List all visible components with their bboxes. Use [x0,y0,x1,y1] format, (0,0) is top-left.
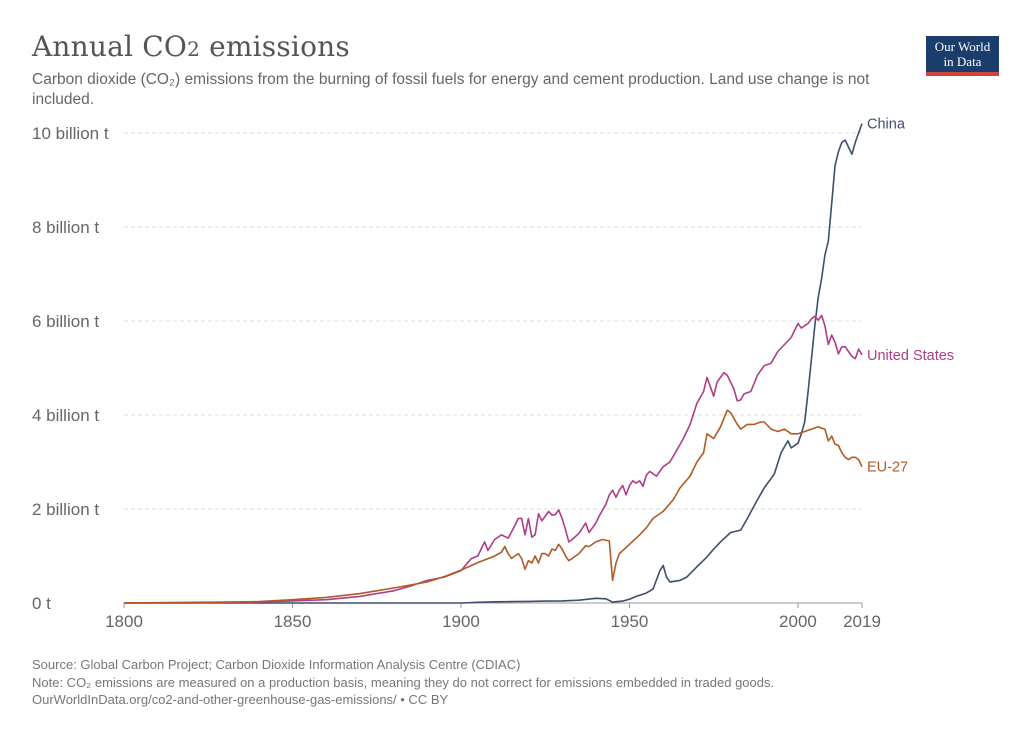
source-note: Source: Global Carbon Project; Carbon Di… [32,657,521,672]
chart-title: Annual CO2 emissions [32,30,350,63]
series-label-china: China [867,117,906,133]
title-suffix: emissions [200,30,350,63]
owid-logo[interactable]: Our World in Data [926,36,999,76]
x-tick-label: 1900 [442,612,480,631]
chart-footer: Source: Global Carbon Project; Carbon Di… [32,656,992,709]
logo-line-2: in Data [943,54,982,69]
x-tick-label: 2019 [843,612,881,631]
logo-line-1: Our World [934,39,991,54]
x-tick-label: 1950 [611,612,649,631]
y-tick-label: 4 billion t [32,406,99,425]
x-tick-label: 2000 [779,612,817,631]
series-label-united-states: United States [867,348,954,364]
source-url: OurWorldInData.org/co2-and-other-greenho… [32,692,449,707]
series-line-china[interactable] [124,123,863,604]
y-tick-label: 0 t [32,594,51,613]
x-tick-label: 1800 [105,612,143,631]
x-tick-label: 1850 [274,612,312,631]
y-tick-label: 6 billion t [32,312,99,331]
series-line-united-states[interactable] [123,314,863,604]
series-line-eu-27[interactable] [123,409,863,604]
y-tick-label: 10 billion t [32,124,109,143]
title-prefix: Annual CO [32,30,188,63]
methodology-note: Note: CO₂ emissions are measured on a pr… [32,674,775,690]
chart-subtitle: Carbon dioxide (CO₂) emissions from the … [32,71,870,108]
y-tick-label: 2 billion t [32,500,99,519]
title-subscript: 2 [187,37,200,61]
series-label-eu-27: EU-27 [867,460,908,476]
y-tick-label: 8 billion t [32,218,99,237]
